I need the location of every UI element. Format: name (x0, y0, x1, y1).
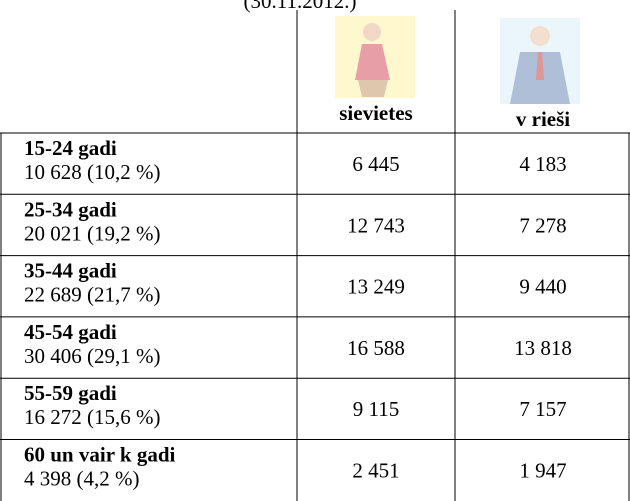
man-clipart (500, 18, 580, 104)
women-count: 9 115 (353, 397, 399, 421)
age-group: 55-59 gadi (24, 381, 117, 405)
group-total: 16 272 (15,6 %) (24, 405, 160, 429)
column-header: v rieši (516, 107, 570, 131)
men-count: 7 278 (519, 213, 566, 237)
group-total: 30 406 (29,1 %) (24, 344, 160, 368)
men-count: 1 947 (519, 459, 566, 483)
men-count: 9 440 (519, 275, 566, 299)
women-count: 2 451 (352, 459, 399, 483)
women-count: 12 743 (347, 213, 405, 237)
date: (30.11.2012.) (244, 0, 357, 13)
group-total: 10 628 (10,2 %) (24, 160, 160, 184)
women-count: 6 445 (352, 152, 399, 176)
women-count: 16 588 (347, 336, 405, 360)
age-group: 60 un vair k gadi (24, 443, 175, 467)
column-header: sievietes (339, 101, 412, 125)
men-count: 13 818 (514, 336, 572, 360)
age-group: 15-24 gadi (24, 136, 117, 160)
age-group: 45-54 gadi (24, 320, 117, 344)
group-total: 20 021 (19,2 %) (24, 221, 160, 245)
woman-clipart (335, 16, 415, 98)
age-group: 25-34 gadi (24, 197, 117, 221)
age-group: 35-44 gadi (24, 259, 117, 283)
men-count: 4 183 (519, 152, 566, 176)
group-total: 22 689 (21,7 %) (24, 283, 160, 307)
women-count: 13 249 (347, 275, 405, 299)
page: (30.11.2012.) sievietes v rieši 15-24 ga… (0, 0, 630, 501)
men-count: 7 157 (519, 397, 566, 421)
group-total: 4 398 (4,2 %) (24, 467, 139, 491)
